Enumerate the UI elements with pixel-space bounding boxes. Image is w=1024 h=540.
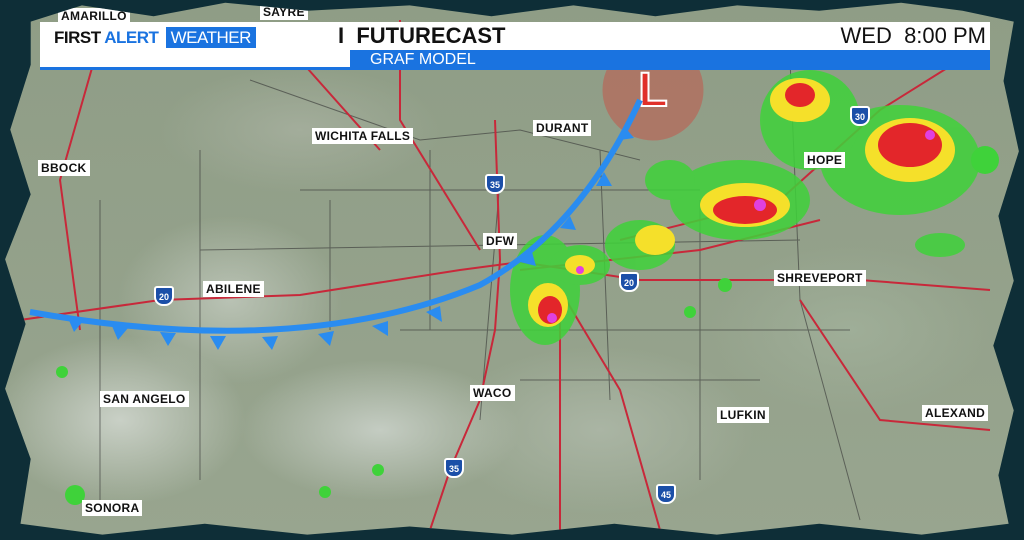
city-label: WICHITA FALLS xyxy=(312,128,414,144)
title-text: FUTURECAST xyxy=(356,23,506,48)
brand-alert: ALERT xyxy=(104,28,159,47)
subtitle-bar: GRAF MODEL xyxy=(350,50,990,70)
city-label: LUFKIN xyxy=(717,407,769,423)
city-label: WACO xyxy=(470,385,515,401)
title-separator: I xyxy=(338,23,345,48)
interstate-shield: 20 xyxy=(154,286,174,306)
brand-logo: FIRST ALERT WEATHER xyxy=(54,27,256,48)
interstate-shield: 35 xyxy=(485,174,505,194)
interstate-shield: 45 xyxy=(656,484,676,504)
interstate-shield: 20 xyxy=(619,272,639,292)
storm-cells xyxy=(56,70,999,505)
city-label: ABILENE xyxy=(203,281,264,297)
city-label: ALEXAND xyxy=(922,405,989,421)
svg-text:L: L xyxy=(638,64,667,117)
forecast-day: WED xyxy=(840,23,892,48)
brand-weather: WEATHER xyxy=(165,27,256,48)
city-label: HOPE xyxy=(804,152,846,168)
header-banner: FIRST ALERT WEATHER I FUTURECAST WED 8:0… xyxy=(40,22,990,70)
cold-front xyxy=(29,98,643,350)
subtitle: GRAF MODEL xyxy=(370,51,476,68)
interstate-shield: 30 xyxy=(850,106,870,126)
city-label: SAYRE xyxy=(260,4,308,20)
interstate-shield: 35 xyxy=(444,458,464,478)
brand-first: FIRST xyxy=(54,28,101,47)
city-label: SONORA xyxy=(82,500,143,516)
page-title: I FUTURECAST xyxy=(338,23,505,49)
forecast-clock: 8:00 PM xyxy=(904,23,986,48)
banner-brand-underline xyxy=(40,50,350,70)
city-label: SAN ANGELO xyxy=(100,391,189,407)
city-label: DURANT xyxy=(533,120,592,136)
city-label: AMARILLO xyxy=(58,8,130,24)
city-label: SHREVEPORT xyxy=(774,270,866,286)
city-label: BBOCK xyxy=(38,160,90,176)
forecast-time: WED 8:00 PM xyxy=(841,23,987,49)
city-label: DFW xyxy=(483,233,518,249)
